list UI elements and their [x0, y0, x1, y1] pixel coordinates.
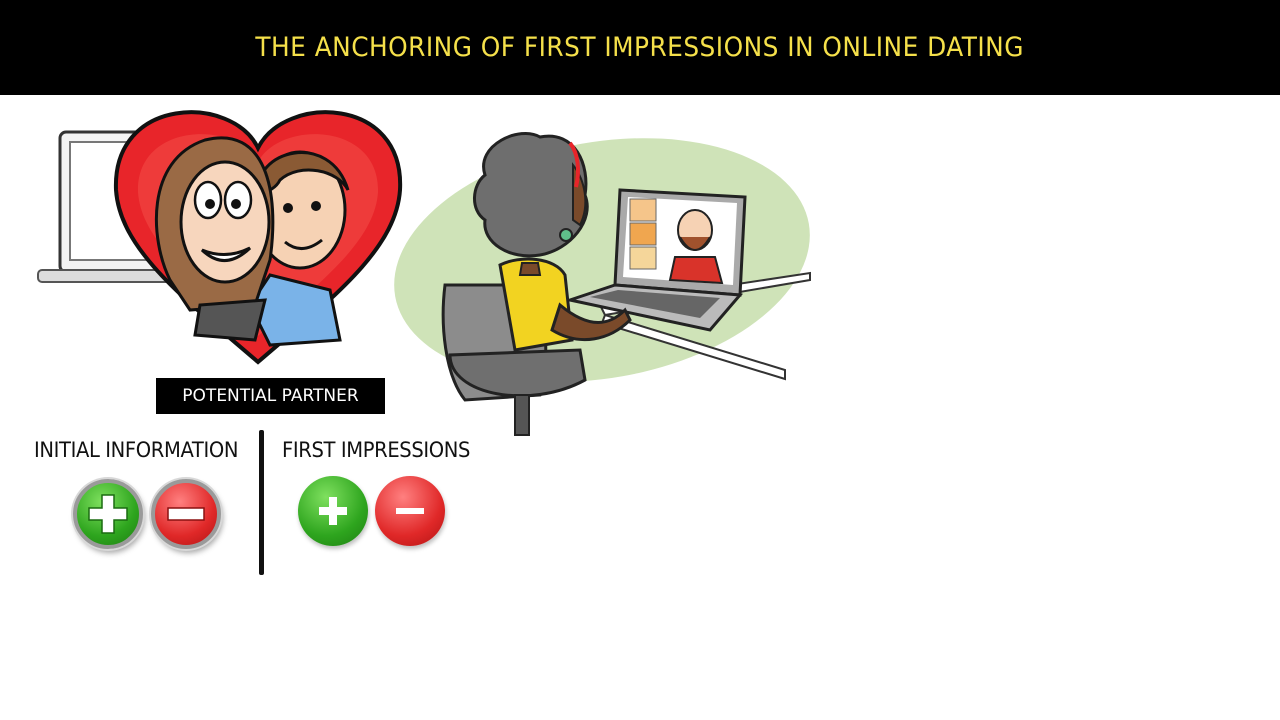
page-title: THE ANCHORING OF FIRST IMPRESSIONS IN ON… [255, 32, 1025, 63]
couple-in-heart-illustration [37, 110, 403, 365]
first-impression-positive-button[interactable] [298, 476, 368, 546]
initial-negative-button[interactable] [151, 479, 221, 549]
minus-icon [167, 507, 205, 521]
plus-icon [319, 497, 347, 525]
initial-information-label: INITIAL INFORMATION [34, 438, 239, 462]
plus-icon [88, 494, 128, 534]
initial-positive-button[interactable] [73, 479, 143, 549]
minus-icon [396, 508, 424, 514]
first-impression-negative-button[interactable] [375, 476, 445, 546]
first-impressions-label: FIRST IMPRESSIONS [282, 438, 471, 462]
potential-partner-label: POTENTIAL PARTNER [156, 378, 385, 414]
laptop-icon [564, 188, 747, 332]
person-on-video-call-illustration [394, 131, 811, 436]
section-divider [259, 430, 264, 575]
title-bar: THE ANCHORING OF FIRST IMPRESSIONS IN ON… [0, 0, 1280, 95]
